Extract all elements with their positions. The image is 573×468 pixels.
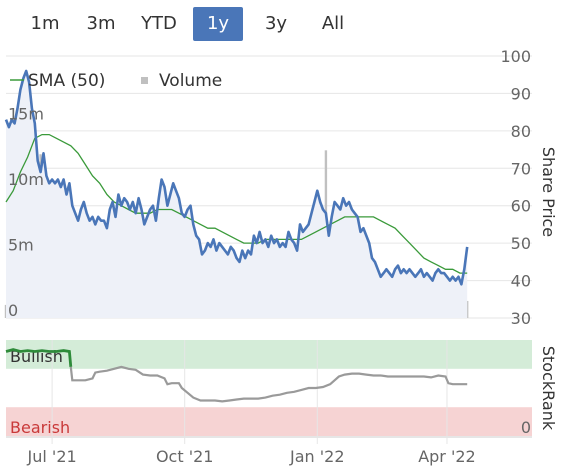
range-button-all[interactable]: All (321, 13, 345, 34)
bearish-zone-label: Bearish (10, 418, 70, 437)
x-tick-label: Jul '21 (27, 447, 77, 466)
range-button-ytd[interactable]: YTD (141, 13, 177, 34)
legend-volume-marker (141, 77, 148, 84)
stockrank-line (5, 348, 468, 403)
x-tick-label: Oct '21 (156, 447, 214, 466)
range-button-1y[interactable]: 1y (193, 7, 243, 41)
stockrank-tick-label: 0 (521, 418, 531, 437)
legend-volume-label[interactable]: Volume (159, 71, 222, 91)
price-tick-label: 100 (500, 47, 531, 66)
legend-sma-label[interactable]: SMA (50) (28, 71, 105, 91)
range-button-3y[interactable]: 3y (264, 13, 288, 34)
bearish-zone (6, 407, 532, 436)
range-button-3m[interactable]: 3m (86, 13, 116, 34)
bullish-zone (6, 340, 532, 369)
price-tick-label: 30 (511, 309, 531, 328)
stockrank-line-bullish (5, 348, 73, 368)
volume-tick-label: 5m (8, 236, 34, 255)
x-tick-label: Apr '22 (418, 447, 476, 466)
axes-labels: 100 90 80 70 60 50 40 30 15m 10m 5m 0 0 Jul '21 Oct '2… (8, 47, 558, 466)
sma-50-line (5, 133, 468, 274)
price-tick-label: 50 (511, 234, 531, 253)
range-button-1m[interactable]: 1m (30, 13, 60, 34)
price-axis-title: Share Price (539, 147, 558, 237)
price-tick-label: 90 (511, 84, 531, 103)
price-tick-label: 70 (511, 159, 531, 178)
volume-tick-label: 10m (8, 170, 44, 189)
volume-tick-label: 15m (8, 105, 44, 124)
price-tick-label: 80 (511, 122, 531, 141)
stockrank-line-neutral (69, 365, 468, 403)
volume-tick-label: 0 (8, 301, 18, 320)
price-area (6, 71, 468, 318)
x-tick-label: Jan '22 (289, 447, 345, 466)
stockrank-axis-title: StockRank (539, 346, 558, 431)
legend[interactable]: SMA (50) Volume (10, 71, 222, 91)
price-tick-label: 40 (511, 272, 531, 291)
price-tick-label: 60 (511, 197, 531, 216)
share-price-line (4, 69, 469, 286)
